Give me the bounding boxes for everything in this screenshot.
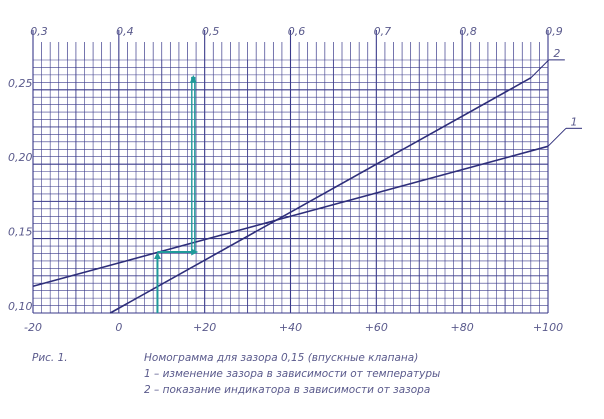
series-leader-2 <box>530 59 550 79</box>
axis-labels: -20 0 +20 +40 +60 +80 +100 0,3 0,4 0,5 0,6 0,7 0,8 0,… <box>8 25 563 334</box>
bottom-axis-tick-label: -20 <box>24 321 42 334</box>
bottom-axis-tick-label: 0 <box>115 321 122 334</box>
series-label-2: 2 <box>553 47 560 60</box>
bottom-axis-tick-label: +100 <box>533 321 563 334</box>
top-axis-tick-label: 0,7 <box>374 25 392 38</box>
figure-label: Рис. 1. <box>32 352 68 364</box>
construction-arrowhead-3 <box>189 74 197 83</box>
series-leader-1 <box>547 127 567 147</box>
caption-legend-line-1: 1 – изменение зазора в зависимости от те… <box>144 368 441 380</box>
series-label-1: 1 <box>571 115 578 128</box>
left-axis-tick-label: 0,25 <box>8 77 33 90</box>
bottom-axis-tick-label: +40 <box>279 321 302 334</box>
bottom-axis-tick-label: +20 <box>193 321 216 334</box>
top-axis-tick-label: 0,3 <box>30 25 48 38</box>
top-axis-tick-label: 0,8 <box>459 25 477 38</box>
bottom-axis-tick-label: +60 <box>365 321 388 334</box>
series-lines: 12 <box>32 47 582 314</box>
top-ticks <box>32 30 549 60</box>
top-axis-tick-label: 0,4 <box>116 25 134 38</box>
left-axis-tick-label: 0,15 <box>8 226 33 239</box>
caption-title: Номограмма для зазора 0,15 (впускные кла… <box>144 352 419 364</box>
left-axis-tick-label: 0,10 <box>8 300 33 313</box>
top-axis-tick-label: 0,9 <box>545 25 563 38</box>
top-axis-tick-label: 0,5 <box>202 25 220 38</box>
top-axis-tick-label: 0,6 <box>288 25 306 38</box>
grid <box>32 59 549 314</box>
left-axis-tick-label: 0,20 <box>8 151 33 164</box>
bottom-axis-tick-label: +80 <box>451 321 474 334</box>
series-line-1 <box>32 145 549 287</box>
construction-path <box>153 74 199 313</box>
series-line-2 <box>109 77 532 314</box>
caption-legend-line-2: 2 – показание индикатора в зависимости о… <box>144 384 431 396</box>
construction-arrowhead-1 <box>153 251 161 259</box>
